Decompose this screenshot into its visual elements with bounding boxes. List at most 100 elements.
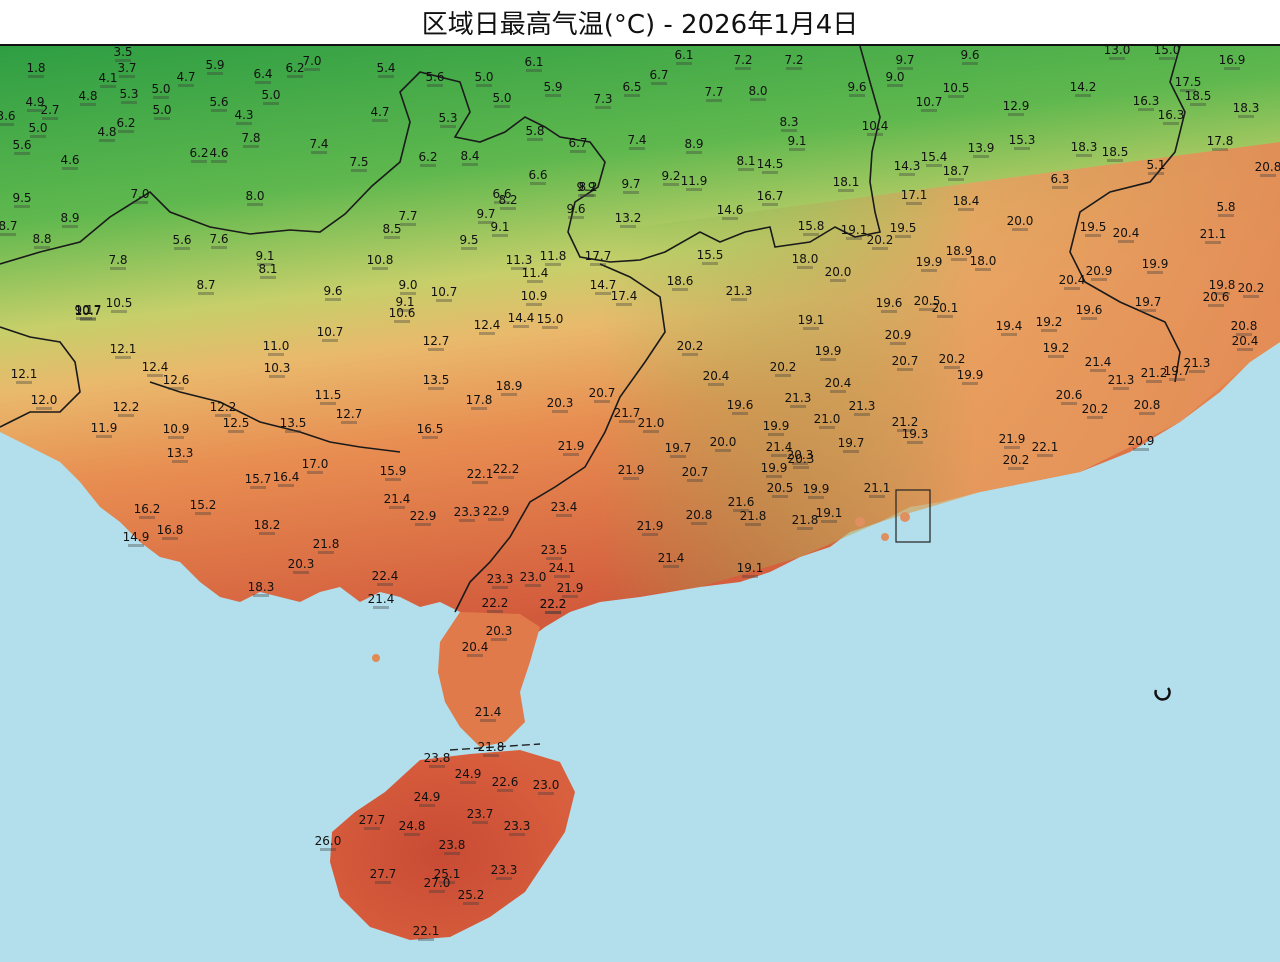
station-name-mark: [154, 117, 170, 120]
station-temperature-label: 21.3: [1184, 356, 1211, 370]
station-name-mark: [444, 852, 460, 855]
station-name-mark: [722, 217, 738, 220]
station-temperature-label: 6.3: [1050, 172, 1069, 186]
station-temperature-label: 20.3: [288, 557, 315, 571]
station-temperature-label: 8.3: [779, 115, 798, 129]
station-name-mark: [1064, 287, 1080, 290]
station-temperature-label: 6.7: [568, 136, 587, 150]
station-name-mark: [62, 225, 78, 228]
station-name-mark: [542, 326, 558, 329]
station-temperature-label: 20.4: [825, 376, 852, 390]
station-name-mark: [568, 216, 584, 219]
station-temperature-label: 17.1: [901, 188, 928, 202]
station-temperature-label: 12.5: [223, 416, 250, 430]
station-name-mark: [944, 366, 960, 369]
station-temperature-label: 20.9: [1086, 264, 1113, 278]
station-temperature-label: 12.4: [474, 318, 501, 332]
station-name-mark: [428, 348, 444, 351]
station-temperature-label: 14.7: [590, 278, 617, 292]
station-name-mark: [253, 594, 269, 597]
station-temperature-label: 7.7: [398, 209, 417, 223]
station-name-mark: [364, 827, 380, 830]
station-temperature-label: 10.9: [163, 422, 190, 436]
station-temperature-label: 5.3: [438, 111, 457, 125]
hainan-island: [330, 750, 575, 940]
station-temperature-label: 13.2: [615, 211, 642, 225]
station-temperature-label: 16.7: [757, 189, 784, 203]
station-temperature-label: 12.6: [163, 373, 190, 387]
station-temperature-label: 1.8: [26, 61, 45, 75]
station-name-mark: [830, 279, 846, 282]
province-borders: [0, 46, 1186, 613]
station-temperature-label: 16.9: [1219, 53, 1246, 67]
station-temperature-label: 10.5: [943, 81, 970, 95]
station-name-mark: [797, 527, 813, 530]
station-temperature-label: 24.1: [549, 561, 576, 575]
station-temperature-label: 5.0: [474, 70, 493, 84]
station-temperature-label: 6.4: [253, 67, 272, 81]
station-name-mark: [762, 203, 778, 206]
station-temperature-label: 7.5: [349, 155, 368, 169]
station-temperature-label: 5.6: [172, 233, 191, 247]
station-temperature-label: 17.4: [611, 289, 638, 303]
station-temperature-label: 21.4: [384, 492, 411, 506]
station-name-mark: [384, 236, 400, 239]
station-temperature-label: 19.9: [1142, 257, 1169, 271]
station-name-mark: [1163, 122, 1179, 125]
station-name-mark: [556, 514, 572, 517]
station-temperature-label: 24.8: [399, 819, 426, 833]
station-temperature-label: 21.4: [658, 551, 685, 565]
station-temperature-label: 4.8: [97, 125, 116, 139]
station-temperature-label: 9.6: [960, 48, 979, 62]
station-temperature-label: 8.0: [748, 84, 767, 98]
station-temperature-label: 20.5: [914, 294, 941, 308]
station-temperature-label: 21.9: [999, 432, 1026, 446]
station-temperature-label: 18.3: [248, 580, 275, 594]
station-temperature-label: 19.1: [841, 223, 868, 237]
station-temperature-label: 18.3: [1071, 140, 1098, 154]
station-name-mark: [494, 105, 510, 108]
station-name-mark: [890, 342, 906, 345]
station-temperature-label: 22.9: [483, 504, 510, 518]
station-temperature-label: 9.1: [787, 134, 806, 148]
station-temperature-label: 21.2: [892, 415, 919, 429]
station-temperature-label: 19.1: [798, 313, 825, 327]
station-name-mark: [762, 171, 778, 174]
station-name-mark: [80, 318, 96, 321]
station-temperature-label: 22.2: [482, 596, 509, 610]
station-name-mark: [790, 405, 806, 408]
station-name-mark: [687, 479, 703, 482]
station-temperature-label: 21.3: [726, 284, 753, 298]
station-temperature-label: 15.3: [1009, 133, 1036, 147]
station-temperature-label: 22.9: [410, 509, 437, 523]
station-temperature-label: 17.8: [466, 393, 493, 407]
station-name-mark: [16, 381, 32, 384]
station-temperature-label: 23.0: [520, 570, 547, 584]
station-name-mark: [906, 202, 922, 205]
station-temperature-label: 20.7: [682, 465, 709, 479]
station-name-mark: [28, 75, 44, 78]
station-name-mark: [153, 96, 169, 99]
station-temperature-label: 8.7: [196, 278, 215, 292]
station-name-mark: [439, 881, 455, 884]
station-name-mark: [731, 298, 747, 301]
station-name-mark: [750, 98, 766, 101]
station-temperature-label: 22.6: [492, 775, 519, 789]
station-name-mark: [132, 201, 148, 204]
temperature-map: 3.51.8 3.74.15.3 5.04.75.96.4 6.27.0 5.45.6 5…: [0, 46, 1280, 962]
station-temperature-label: 9.1: [395, 295, 414, 309]
station-temperature-label: 6.2: [189, 146, 208, 160]
station-temperature-label: 19.5: [1080, 220, 1107, 234]
station-name-mark: [1090, 369, 1106, 372]
station-temperature-label: 21.1: [864, 481, 891, 495]
station-temperature-label: 18.5: [1185, 89, 1212, 103]
station-temperature-label: 5.4: [376, 61, 395, 75]
station-name-mark: [676, 62, 692, 65]
station-temperature-label: 5.0: [152, 103, 171, 117]
station-name-mark: [115, 59, 131, 62]
station-name-mark: [620, 225, 636, 228]
station-name-mark: [869, 495, 885, 498]
station-name-mark: [429, 765, 445, 768]
station-name-mark: [962, 62, 978, 65]
station-temperature-label: 21.3: [785, 391, 812, 405]
